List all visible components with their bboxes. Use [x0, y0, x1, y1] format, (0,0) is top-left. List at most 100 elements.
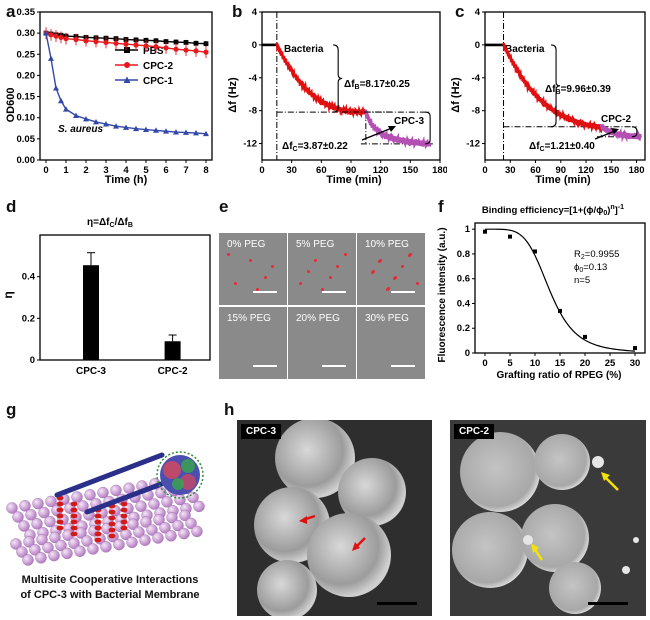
fluorescent-dot [386, 288, 389, 291]
lipid-head [193, 500, 205, 513]
lipid-head [148, 498, 160, 510]
micro-tile: 0% PEG [219, 233, 287, 305]
lipid-head [133, 526, 145, 538]
fluorescent-dot [264, 276, 267, 279]
fluorescent-dot [416, 282, 419, 285]
lipid-head [126, 536, 138, 549]
chart-f-stat-phi0: ϕ0=0.13 [574, 262, 607, 274]
yellow-arrow [604, 476, 619, 491]
y-tick-label: 0.10 [17, 113, 36, 124]
polymer-chain [84, 477, 175, 515]
bar-label: CPC-3 [76, 366, 106, 377]
data-point [123, 41, 129, 47]
scale-bar [322, 291, 346, 293]
panel-g-caption-line2: of CPC-3 with Bacterial Membrane [20, 589, 200, 601]
bacteria-trace [502, 42, 603, 134]
data-point [173, 39, 179, 45]
lipid-head [166, 511, 178, 524]
scale-bar [391, 365, 415, 367]
x-tick-label: 25 [605, 358, 616, 369]
x-tick-label: 1 [63, 165, 69, 176]
data-point [163, 45, 169, 51]
fluorescent-dot [256, 288, 259, 291]
lipid-head [18, 520, 30, 532]
data-point [103, 121, 109, 127]
x-tick-label: 8 [203, 165, 208, 176]
legend-marker [123, 76, 131, 83]
lipid-head [16, 546, 28, 558]
polymer-particle [523, 535, 533, 545]
chart-f-stat-r2: R2=0.9955 [574, 249, 619, 261]
data-point [483, 229, 487, 234]
data-point [143, 126, 149, 132]
bacterial-cell [534, 434, 590, 490]
lipid-head [48, 549, 60, 562]
bacterial-cell [257, 560, 317, 616]
fluorescent-dot [314, 259, 317, 262]
scale-bar [253, 365, 277, 367]
plot-frame [484, 11, 646, 161]
helix-turn [56, 525, 64, 531]
annotation-arrow [594, 130, 616, 140]
micro-tile-label: 15% PEG [227, 313, 271, 324]
cpc-trace [599, 123, 642, 143]
data-point [58, 34, 64, 40]
data-point [113, 123, 119, 129]
polymer-chain [54, 452, 165, 498]
chart-d: η=ΔfC/ΔfB η 0 0.2 0.4 CPC-3 CPC-2 [1, 217, 211, 377]
data-point [153, 44, 159, 50]
x-tick-label: 0 [482, 358, 487, 369]
brace-dfb [333, 44, 343, 113]
x-tick-label: 30 [630, 358, 641, 369]
chart-c-xlabel: Time (min) [535, 174, 591, 186]
lipid-head [153, 514, 165, 526]
chart-c: Δf (Hz) Time (min) Bacteria ΔfB=9.96±0.3… [450, 7, 646, 186]
panel-g-caption: Multisite Cooperative Interactions of CP… [0, 573, 220, 603]
polymer-particle [592, 456, 604, 468]
panel-letter-f: f [438, 197, 444, 216]
data-point [163, 39, 169, 44]
chart-c-dfc-label: ΔfC=1.21±0.40 [529, 141, 595, 153]
sem-image-cpc3: CPC-3 [237, 420, 432, 616]
bacterial-cell [549, 562, 601, 614]
bar-label: CPC-2 [158, 366, 188, 377]
red-arrow-head [352, 542, 360, 551]
x-tick-label: 0 [482, 165, 487, 176]
chart-a-ylabel: OD600 [5, 88, 17, 123]
helix-turn [120, 519, 128, 525]
y-tick-label: 0.2 [457, 323, 470, 334]
x-tick-label: 30 [286, 165, 297, 176]
fluorescent-dot [336, 265, 339, 268]
x-tick-label: 5 [143, 165, 149, 176]
yellow-arrow-head [531, 543, 539, 553]
data-point [83, 38, 89, 44]
x-tick-label: 0 [259, 165, 264, 176]
fluorescent-dot [227, 253, 230, 256]
polymer-particle [633, 537, 639, 543]
micro-tile: 10% PEG [357, 233, 425, 305]
x-tick-label: 3 [103, 165, 108, 176]
lipid-head [25, 509, 37, 521]
lipid-head [77, 500, 89, 512]
bracket-dfc [425, 111, 431, 145]
lipid-head [179, 509, 191, 522]
yellow-arrow-head [601, 472, 610, 481]
data-point [133, 42, 139, 48]
data-point [48, 32, 54, 38]
chart-c-bacteria-label: Bacteria [505, 44, 545, 55]
sem-tag-cpc3: CPC-3 [241, 424, 282, 439]
panel-letter-a: a [6, 2, 16, 21]
lipid-head [49, 531, 61, 544]
cpc-trace [364, 109, 432, 150]
y-tick-label: 0 [475, 40, 480, 51]
x-tick-label: 5 [507, 358, 513, 369]
y-tick-label: -4 [472, 73, 481, 84]
y-tick-label: -8 [472, 106, 480, 117]
x-tick-label: 10 [530, 358, 541, 369]
lipid-head [165, 530, 177, 542]
x-tick-label: 90 [556, 165, 567, 176]
sem-image-cpc2: CPC-2 [450, 420, 646, 616]
lipid-head [113, 538, 125, 551]
sem-cells [450, 420, 646, 616]
lipid-head [61, 547, 73, 560]
